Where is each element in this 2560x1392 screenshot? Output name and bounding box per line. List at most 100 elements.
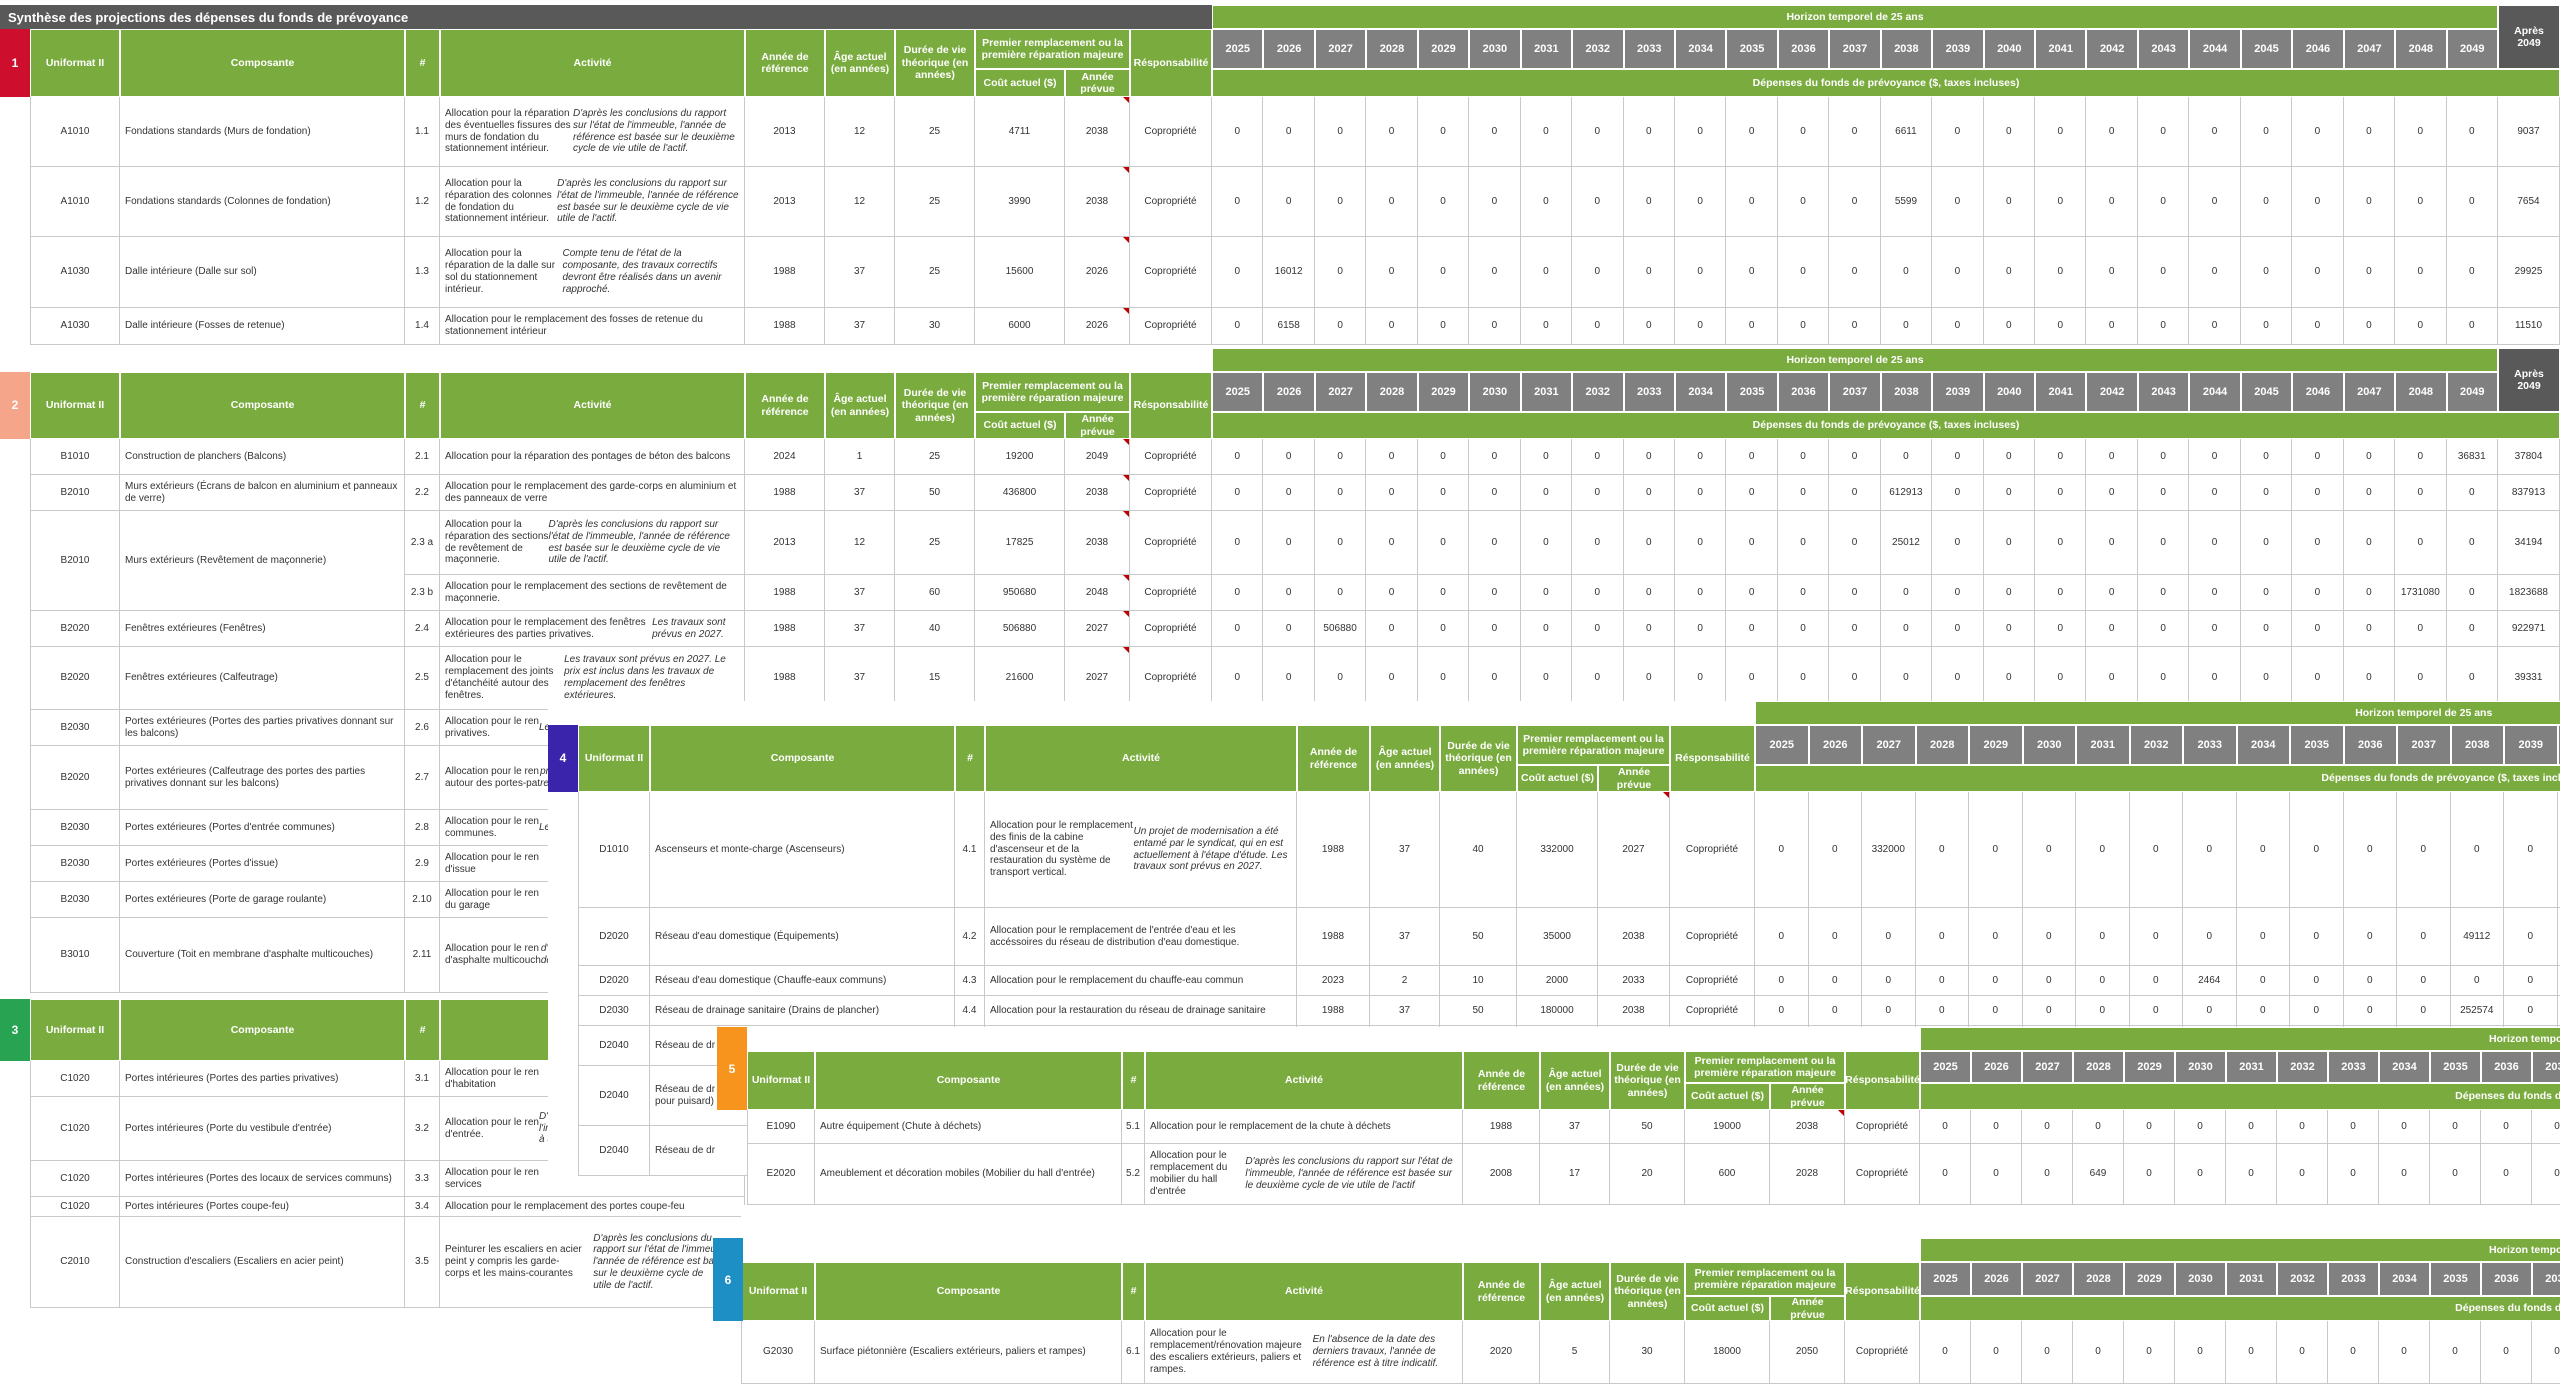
year-value-cell: 0 <box>2035 97 2087 167</box>
year-value-cell: 0 <box>1417 308 1470 345</box>
year-header: 2038 <box>1880 29 1933 69</box>
year-value-cell: 0 <box>2240 97 2293 167</box>
column-header-premier: Premier remplacement ou la première répa… <box>1685 1262 1845 1296</box>
year-value-cell: 36831 <box>2446 439 2498 475</box>
current-age-cell: 12 <box>825 97 895 167</box>
current-cost-cell: 4711 <box>975 97 1065 167</box>
responsibility-cell: Copropriété <box>1845 1110 1920 1144</box>
year-value-cell: 0 <box>2343 237 2396 308</box>
column-header-age: Âge actuel (en années) <box>825 29 895 97</box>
uniformat-cell: D2030 <box>578 996 650 1026</box>
current-age-cell: 17 <box>1540 1144 1610 1205</box>
page-title: Synthèse des projections des dépenses du… <box>0 5 1212 29</box>
year-header: 2025 <box>1212 29 1264 69</box>
year-header: 2033 <box>2183 725 2237 765</box>
year-value-cell: 0 <box>1674 511 1727 575</box>
year-header: 2032 <box>1572 29 1624 69</box>
year-value-cell: 0 <box>2240 575 2293 611</box>
column-header-annee-ref: Année de référence <box>745 29 825 97</box>
year-header: 2034 <box>2236 725 2290 765</box>
year-value-cell: 0 <box>2397 792 2451 908</box>
life-duration-cell: 50 <box>895 475 975 511</box>
year-header: 2041 <box>2035 372 2087 412</box>
year-value-cell: 0 <box>1366 439 1418 475</box>
year-header: 2034 <box>2379 1262 2430 1296</box>
year-header: 2027 <box>1862 725 1916 765</box>
year-value-cell: 0 <box>1314 167 1367 237</box>
year-value-cell: 0 <box>1212 439 1264 475</box>
section-3-marker: 3 <box>0 999 30 1061</box>
composante-cell: Surface piétonnière (Escaliers extérieur… <box>815 1321 1122 1384</box>
year-value-cell: 0 <box>2236 966 2290 996</box>
year-header: 2037 <box>2397 725 2451 765</box>
year-value-cell: 0 <box>2292 647 2344 710</box>
year-value-cell: 0 <box>2129 792 2183 908</box>
year-header: 2028 <box>2073 1051 2124 1083</box>
activity-text: Allocation pour le ren d'entrée. <box>445 1116 539 1140</box>
year-value-cell: 0 <box>1777 237 1830 308</box>
life-duration-cell: 50 <box>1440 996 1517 1026</box>
life-duration-cell: 40 <box>1440 792 1517 908</box>
year-value-cell: 0 <box>1417 237 1470 308</box>
uniformat-cell: A1010 <box>30 97 120 167</box>
planned-year-cell: 2027 <box>1598 792 1670 908</box>
activity-text: Allocation pour la réparation des colonn… <box>445 177 552 225</box>
current-cost-cell: 19000 <box>1685 1110 1770 1144</box>
year-value-cell: 0 <box>1829 308 1881 345</box>
column-header-responsabilite: Résponsabilité <box>1845 1262 1920 1321</box>
year-value-cell: 0 <box>1777 575 1830 611</box>
year-value-cell: 0 <box>2343 511 2396 575</box>
year-header: 2030 <box>1469 372 1521 412</box>
year-value-cell: 0 <box>2086 97 2138 167</box>
year-value-cell: 0 <box>2137 611 2190 647</box>
apres-value-cell: 7654 <box>2498 167 2560 237</box>
column-header-annee-ref: Année de référence <box>1463 1051 1540 1110</box>
activity-text: Allocation pour le remplacement de l'ent… <box>990 924 1240 948</box>
column-header-age: Âge actuel (en années) <box>1370 725 1440 792</box>
year-value-cell: 649 <box>2073 1144 2124 1205</box>
column-header-composante: Composante <box>120 29 405 97</box>
planned-year-cell: 2027 <box>1065 647 1130 710</box>
comment-indicator-icon <box>1123 511 1129 517</box>
year-value-cell: 0 <box>1829 439 1881 475</box>
current-age-cell: 12 <box>825 511 895 575</box>
year-header: 2029 <box>1417 29 1470 69</box>
uniformat-cell: D2040 <box>578 1126 650 1176</box>
composante-cell: Murs extérieurs (Écrans de balcon en alu… <box>120 475 405 511</box>
year-value-cell: 0 <box>1469 97 1521 167</box>
activity-text: Allocation pour le ren autour des portes… <box>445 765 541 789</box>
year-value-cell: 0 <box>2189 611 2241 647</box>
row-number-cell: 5.2 <box>1122 1144 1145 1205</box>
reference-year-cell: 2013 <box>745 511 825 575</box>
year-value-cell: 0 <box>2035 575 2087 611</box>
year-value-cell: 0 <box>2328 1110 2379 1144</box>
composante-cell: Portes intérieures (Porte du vestibule d… <box>120 1097 405 1161</box>
uniformat-cell: B2030 <box>30 810 120 846</box>
current-cost-cell: 332000 <box>1517 792 1598 908</box>
section-6-marker: 6 <box>713 1238 743 1321</box>
activity-text: Allocation pour le ren d'habitation <box>445 1066 539 1090</box>
year-value-cell: 0 <box>1572 97 1624 167</box>
year-value-cell: 0 <box>1726 575 1778 611</box>
column-header-annee-prevue: Année prévue <box>1065 69 1130 97</box>
current-age-cell: 37 <box>1370 908 1440 966</box>
responsibility-cell: Copropriété <box>1130 439 1212 475</box>
year-header: 2046 <box>2292 372 2344 412</box>
year-value-cell: 0 <box>1263 475 1315 511</box>
column-header-activite: Activité <box>440 372 745 439</box>
composante-cell: Portes intérieures (Portes des parties p… <box>120 1061 405 1097</box>
year-value-cell: 0 <box>1932 97 1984 167</box>
year-value-cell: 0 <box>2343 475 2396 511</box>
year-value-cell: 0 <box>1983 97 2036 167</box>
composante-cell: Portes extérieures (Porte de garage roul… <box>120 882 405 918</box>
current-cost-cell: 6000 <box>975 308 1065 345</box>
current-age-cell: 1 <box>825 439 895 475</box>
current-cost-cell: 436800 <box>975 475 1065 511</box>
row-number-cell: 4.3 <box>955 966 985 996</box>
year-value-cell: 0 <box>2504 966 2558 996</box>
year-header: 2030 <box>2175 1262 2226 1296</box>
year-value-cell: 0 <box>1726 167 1778 237</box>
year-header: 2033 <box>1623 372 1675 412</box>
activity-cell: Allocation pour le remplacement des foss… <box>440 308 745 345</box>
